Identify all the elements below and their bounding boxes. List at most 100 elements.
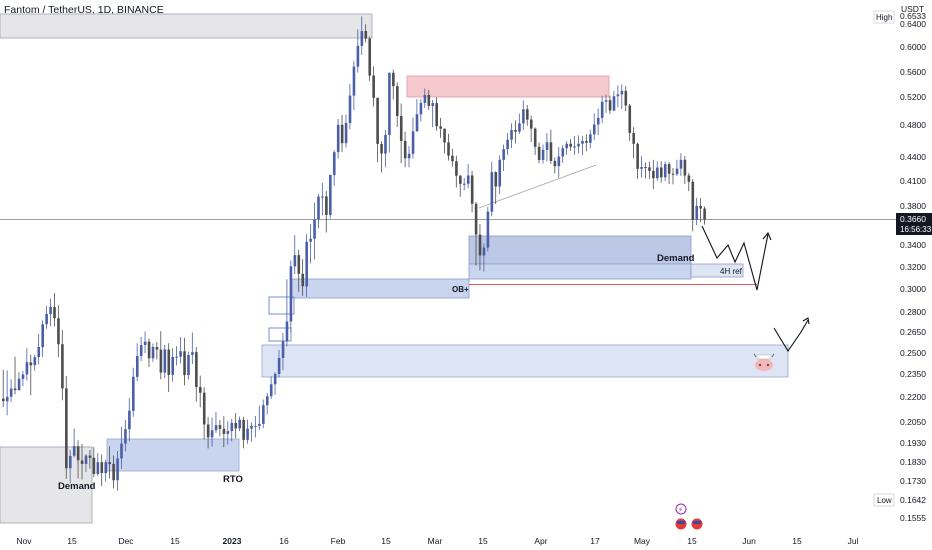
high-tag-box (873, 10, 895, 24)
candle-body (675, 168, 679, 175)
candle-body (557, 156, 561, 167)
price-tick-label: 0.1555 (900, 513, 926, 523)
candle-body (281, 341, 285, 359)
candle-body (49, 307, 52, 314)
candle-body (171, 356, 175, 375)
candle-body (289, 266, 293, 322)
candle-body (636, 143, 639, 169)
price-tick-label: 0.3000 (900, 284, 926, 294)
candle-body (388, 72, 391, 135)
time-tick-label: 15 (792, 536, 802, 546)
ob-zone (291, 278, 470, 299)
current-price-value: 0.3660 (900, 214, 926, 224)
candle-body (135, 356, 139, 377)
candle-body (364, 31, 368, 39)
candle-body (297, 255, 301, 274)
candle-body (699, 205, 702, 209)
candle-body (384, 134, 387, 154)
price-tick-label: 0.4100 (900, 176, 926, 186)
candle-body (356, 45, 360, 67)
candle-body (88, 455, 92, 458)
candle-body (478, 234, 482, 256)
candle-body (246, 428, 249, 440)
candle-body (703, 208, 706, 220)
candle-body (518, 123, 521, 132)
candle-body (541, 149, 545, 160)
rto-label: RTO (223, 474, 243, 485)
candle-body (403, 140, 407, 159)
price-tick-label: 0.4800 (900, 120, 926, 130)
price-tick-label: 0.2500 (900, 348, 926, 358)
candle-body (269, 384, 273, 397)
candle-body (659, 167, 663, 178)
price-tick-label: 0.3200 (900, 262, 926, 272)
candle-body (608, 100, 612, 111)
candle-body (553, 160, 557, 167)
price-tick-label: 0.2350 (900, 369, 926, 379)
candle-body (502, 149, 505, 160)
time-tick-label: 15 (478, 536, 488, 546)
candle-body (529, 119, 533, 129)
price-tick-label: 0.2050 (900, 417, 926, 427)
projection-path-upper (701, 225, 769, 291)
candle-body (254, 425, 257, 427)
candle-body (407, 153, 411, 159)
projection-path-lower (773, 319, 809, 353)
candle-body (206, 424, 210, 438)
small-fvg-box-2 (268, 327, 292, 342)
candle-body (537, 146, 541, 160)
candle-body (593, 124, 596, 135)
candle-body (329, 174, 332, 215)
low-tag-box (873, 493, 895, 507)
price-tick-label: 0.6000 (900, 42, 926, 52)
time-tick-label: 15 (67, 536, 77, 546)
candle-body (624, 90, 628, 106)
time-tick-label: Apr (534, 536, 547, 546)
time-scale[interactable]: Nov 15 Dec 15 2023 16 Feb 15 Mar 15 Apr 17 May 15 Jun 1… (16, 536, 858, 546)
candle-body (620, 90, 624, 95)
candle-body (222, 428, 226, 434)
candle-body (368, 38, 372, 76)
time-tick-label: 16 (279, 536, 289, 546)
candle-body (195, 352, 198, 388)
candle-body (482, 247, 486, 256)
candle-body (344, 123, 348, 144)
candle-body (139, 345, 143, 357)
demand-upper-label: Demand (657, 253, 695, 264)
candle-body (415, 114, 419, 132)
candle-body (159, 349, 163, 373)
candle-body (490, 172, 494, 212)
candle-body (128, 410, 131, 430)
candle-body (577, 143, 580, 147)
candle-body (663, 164, 667, 178)
candle-body (214, 425, 218, 431)
candle-body (687, 175, 691, 182)
lower-demand-zone (261, 344, 789, 378)
event-markers[interactable]: ⚡ (674, 503, 704, 531)
time-tick-label: 2023 (223, 536, 242, 546)
candle-body (84, 455, 88, 464)
candle-body (671, 173, 675, 175)
candle-body (226, 431, 230, 434)
candle-body (61, 344, 64, 389)
price-scale[interactable]: 0.6400 0.6000 0.5600 0.5200 0.4800 0.4400 0.41… (900, 19, 926, 523)
projection-arrow-head-upper (762, 231, 772, 241)
lightning-event-icon[interactable] (675, 503, 687, 515)
candle-body (656, 167, 659, 179)
candle-body (202, 392, 206, 425)
candle-body (640, 167, 643, 169)
candle-body (459, 175, 462, 184)
candle-body (29, 362, 33, 366)
candle-body (76, 446, 80, 461)
time-tick-label: 17 (590, 536, 600, 546)
candle-body (340, 124, 344, 144)
candle-body (652, 170, 655, 179)
candle-body (41, 324, 44, 348)
candle-body (376, 97, 379, 144)
candle-body (100, 462, 104, 474)
candle-body (143, 341, 147, 346)
time-tick-label: Mar (428, 536, 443, 546)
demand-zone-upper (468, 235, 692, 265)
candle-body (510, 129, 513, 140)
